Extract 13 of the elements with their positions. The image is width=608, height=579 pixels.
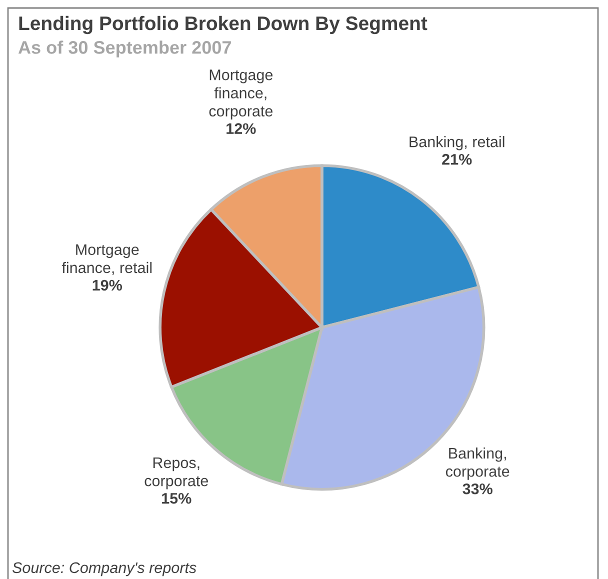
data-label: 15% [162,492,192,504]
data-label: 19% [92,280,122,291]
slice-label: Mortgage finance, retail [62,244,152,275]
slice-label: Banking, corporate [446,447,510,480]
slice-label: Mortgage finance, corporate [209,70,273,120]
chart-title: Lending Portfolio Broken Down By Segment [19,16,428,34]
data-label: 33% [462,483,492,494]
data-label: 12% [226,123,256,134]
data-label: 21% [442,154,472,165]
chart-subtitle: As of 30 September 2007 [18,40,231,58]
source-note: Source: Company's reports [12,562,196,576]
slice-label: Banking, retail [410,136,504,150]
slice-label: Repos, corporate [144,457,208,490]
